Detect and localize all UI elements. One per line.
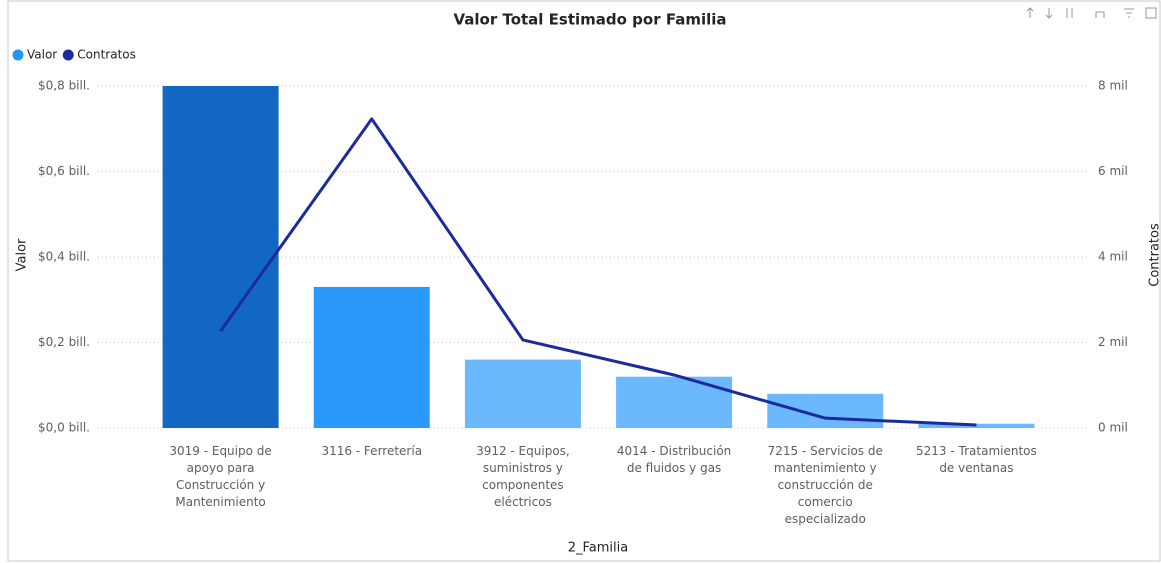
- y2-tick-label: 6 mil: [1098, 164, 1128, 178]
- frame: [7, 0, 1161, 562]
- bar: [464, 359, 581, 428]
- x-axis-title: 2_Familia: [568, 541, 629, 556]
- x-tick-label: 3116 - Ferretería: [321, 444, 423, 458]
- y-tick-label: $0,2 bill.: [38, 335, 90, 349]
- y-tick-label: $0,8 bill.: [38, 79, 90, 93]
- bar: [767, 393, 884, 428]
- toolbar-icons[interactable]: [1026, 7, 1157, 19]
- x-tick-label: 5213 - Tratamientos de ventanas: [916, 444, 1037, 475]
- legend-marker: [12, 49, 24, 61]
- y-tick-label: $0,6 bill.: [38, 164, 90, 178]
- icon-filter[interactable]: [1124, 8, 1134, 18]
- y-tick-label: $0,0 bill.: [38, 421, 90, 435]
- legend-label: Contratos: [77, 48, 136, 62]
- icon-down[interactable]: [1045, 8, 1053, 19]
- icon-expand[interactable]: [1066, 8, 1073, 18]
- x-tick-label: 3019 - Equipo de apoyo para Construcción…: [169, 444, 272, 509]
- y-tick-label: $0,4 bill.: [38, 250, 90, 264]
- bar: [616, 376, 733, 428]
- chart-title: Valor Total Estimado por Familia: [453, 11, 726, 29]
- icon-up[interactable]: [1026, 7, 1034, 18]
- x-tick-label: 7215 - Servicios de mantenimiento y cons…: [767, 444, 883, 526]
- bar: [918, 423, 1035, 428]
- icon-focus[interactable]: [1145, 7, 1157, 19]
- legend-label: Valor: [27, 48, 57, 62]
- bar: [313, 286, 430, 428]
- y-axis-title: Valor: [15, 238, 30, 271]
- legend-marker: [62, 49, 74, 61]
- line: [219, 117, 977, 427]
- icon-drill[interactable]: [1095, 11, 1105, 18]
- x-tick-label: 3912 - Equipos, suministros y componente…: [476, 444, 570, 509]
- bar: [162, 86, 279, 428]
- y2-axis-title: Contratos: [1148, 223, 1161, 287]
- y2-tick-label: 8 mil: [1098, 79, 1128, 93]
- y2-tick-label: 4 mil: [1098, 250, 1128, 264]
- y2-tick-label: 0 mil: [1098, 421, 1128, 435]
- x-tick-label: 4014 - Distribución de fluidos y gas: [616, 444, 732, 475]
- y2-tick-label: 2 mil: [1098, 335, 1128, 349]
